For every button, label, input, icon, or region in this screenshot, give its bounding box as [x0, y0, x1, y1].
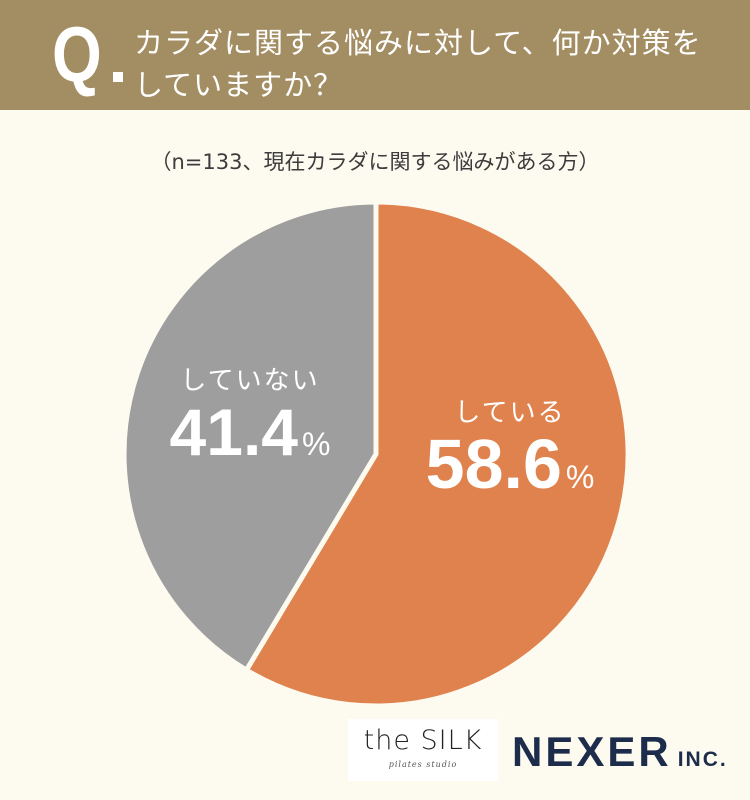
- slice-yes-category: している: [454, 398, 566, 428]
- slice-yes-value: 58.6%: [425, 425, 595, 503]
- slice-label-no: していない 41.4%: [150, 360, 350, 479]
- the-silk-logo: the SILK pilates studio: [348, 719, 498, 781]
- q-mark: Q: [52, 10, 102, 98]
- sample-note: （n=133、現在カラダに関する悩みがある方）: [150, 150, 600, 174]
- q-dot: [113, 72, 123, 82]
- pie-slice-no: [121, 199, 379, 673]
- nexer-logo: NEXER INC.: [512, 728, 728, 775]
- question-text-line1: カラダに関する悩みに対して、何か対策を: [134, 26, 702, 60]
- slice-label-yes: している 58.6%: [405, 392, 615, 512]
- question-header: Q カラダに関する悩みに対して、何か対策を していますか？: [0, 0, 750, 110]
- slice-no-category: していない: [180, 366, 320, 396]
- slice-no-value: 41.4%: [169, 395, 331, 469]
- pie-slice-yes: [243, 199, 631, 709]
- question-text-line2: していますか？: [134, 68, 344, 102]
